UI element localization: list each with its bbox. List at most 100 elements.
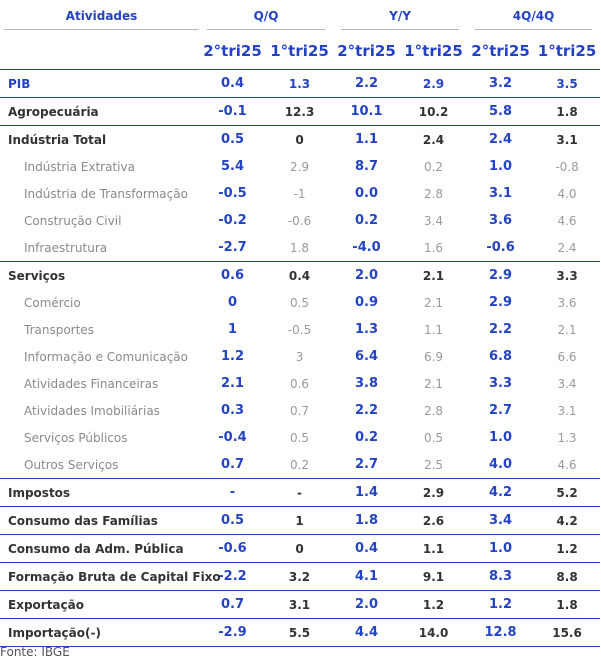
value-cell: 0.2: [266, 451, 334, 479]
value-cell: 1.3: [266, 69, 334, 98]
row-label: Transportes: [24, 322, 94, 337]
value-cell: 10.1: [333, 97, 401, 126]
table-row: Comércio 0 0.5 0.9 2.1 2.9 3.6: [0, 289, 600, 316]
value-cell: -4.0: [333, 234, 401, 262]
table-row: Infraestrutura -2.7 1.8 -4.0 1.6 -0.6 2.4: [0, 234, 601, 262]
value-cell: 2.2: [489, 322, 513, 337]
table-row: Agropecuária -0.1 12.3 10.1 10.2 5.8 1.8: [0, 97, 601, 126]
table-row: PIB 0.4 1.3 2.2 2.9 3.2 3.5: [0, 69, 601, 98]
value-cell: 2.1: [422, 268, 445, 283]
value-cell: -0.5: [218, 186, 247, 201]
value-cell: 3.3: [489, 376, 513, 391]
table-row: Serviços Públicos -0.4 0.5 0.2 0.5 1.0 1.3: [0, 424, 600, 451]
value-cell: 0.5: [220, 132, 245, 147]
group-header-4q4q: 4Q/4Q: [467, 0, 600, 33]
value-cell: 0: [227, 295, 238, 310]
row-label: Comércio: [24, 295, 81, 310]
value-cell: 0.5: [289, 295, 310, 310]
value-cell: 6.9: [423, 349, 444, 364]
value-cell: 2.7: [489, 403, 513, 418]
value-cell: 0.7: [289, 403, 310, 418]
value-cell: -2.2: [199, 562, 266, 591]
value-cell: 3.1: [489, 186, 513, 201]
value-cell: 5.2: [534, 478, 601, 507]
value-cell: 1.0: [467, 534, 535, 563]
row-label: Atividades Imobiliárias: [24, 403, 160, 418]
value-cell: -0.6: [287, 213, 312, 228]
value-cell: 1.0: [489, 430, 513, 445]
value-cell: 4.6: [534, 451, 601, 479]
value-cell: 3.3: [556, 268, 578, 283]
value-cell: 0.6: [220, 268, 245, 283]
value-cell: 3.1: [557, 403, 577, 418]
value-cell: 10.2: [400, 97, 468, 126]
value-cell: 0.4: [288, 268, 311, 283]
value-cell: 0: [266, 534, 334, 563]
table-row: Informação e Comunicação 1.2 3 6.4 6.9 6.8 6.6: [0, 343, 600, 370]
table-row: Atividades Imobiliárias 0.3 0.7 2.2 2.8 2.7 3.…: [0, 397, 600, 424]
table-row: Transportes 1 -0.5 1.3 1.1 2.2 2.1: [0, 316, 600, 343]
row-label: Impostos: [0, 478, 199, 507]
period-header: 1°tri25: [266, 33, 334, 70]
period-header-row: 2°tri25 1°tri25 2°tri25 1°tri25 2°tri25 …: [0, 33, 601, 70]
row-label: Serviços Públicos: [24, 430, 128, 445]
value-cell: 8.8: [534, 562, 601, 591]
value-cell: 2.1: [423, 376, 444, 391]
value-cell: 2.4: [422, 132, 445, 147]
value-cell: 1: [227, 322, 238, 337]
value-cell: 3.1: [266, 590, 334, 619]
value-cell: 2.9: [400, 69, 468, 98]
row-label: Atividades Financeiras: [24, 376, 159, 391]
table-row: Exportação 0.7 3.1 2.0 1.2 1.2 1.8: [0, 590, 601, 619]
value-cell: 2.6: [400, 506, 468, 535]
value-cell: 4.2: [534, 506, 601, 535]
value-cell: 4.0: [557, 186, 577, 201]
row-label: Consumo das Famílias: [0, 506, 199, 535]
value-cell: 1: [266, 506, 334, 535]
row-label: Serviços: [8, 268, 66, 283]
value-cell: 0.2: [355, 430, 379, 445]
row-label: Outros Serviços: [0, 451, 199, 479]
value-cell: 4.4: [333, 618, 401, 647]
value-cell: -0.4: [218, 430, 247, 445]
value-cell: 1.2: [467, 590, 535, 619]
value-cell: 2.2: [355, 403, 379, 418]
value-cell: 15.6: [534, 618, 601, 647]
value-cell: -2.7: [199, 234, 266, 262]
value-cell: 2.7: [333, 451, 401, 479]
value-cell: 0.2: [355, 213, 379, 228]
value-cell: -0.6: [467, 234, 535, 262]
table-row: Serviços 0.6 0.4 2.0 2.1 2.9 3.3: [0, 262, 600, 290]
value-cell: 2.9: [289, 159, 310, 174]
value-cell: 0.6: [289, 376, 310, 391]
value-cell: 0.0: [355, 186, 379, 201]
value-cell: 0: [295, 132, 304, 147]
value-cell: 2.4: [489, 132, 513, 147]
period-header: 2°tri25: [333, 33, 401, 70]
table-row: Importação(-) -2.9 5.5 4.4 14.0 12.8 15.6: [0, 618, 601, 647]
value-cell: 2.1: [220, 376, 245, 391]
value-cell: 3.6: [557, 295, 577, 310]
table-row: Indústria Total 0.5 0 1.1 2.4 2.4 3.1: [0, 126, 600, 154]
value-cell: 0.5: [423, 430, 444, 445]
value-cell: 1.1: [423, 322, 444, 337]
value-cell: 4.2: [467, 478, 535, 507]
value-cell: -1: [293, 186, 306, 201]
value-cell: 0.7: [199, 590, 266, 619]
table-row: Impostos - -1.4 2.9 4.2 5.2: [0, 478, 601, 507]
table-row: Outros Serviços 0.7 0.2 2.7 2.5 4.0 4.6: [0, 451, 601, 479]
value-cell: 0.2: [423, 159, 444, 174]
value-cell: 2.0: [333, 590, 401, 619]
value-cell: 14.0: [400, 618, 468, 647]
value-cell: 5.4: [220, 159, 245, 174]
group-header-row: Atividades Q/Q Y/Y 4Q/4Q: [0, 0, 600, 33]
value-cell: 3.4: [557, 376, 577, 391]
activities-header: Atividades: [0, 0, 199, 33]
value-cell: -0.8: [555, 159, 579, 174]
value-cell: 1.1: [400, 534, 468, 563]
value-cell: 1.6: [400, 234, 468, 262]
table-row: Consumo da Adm. Pública -0.6 0 0.4 1.1 1.0 1.2: [0, 534, 601, 563]
value-cell: 8.3: [467, 562, 535, 591]
